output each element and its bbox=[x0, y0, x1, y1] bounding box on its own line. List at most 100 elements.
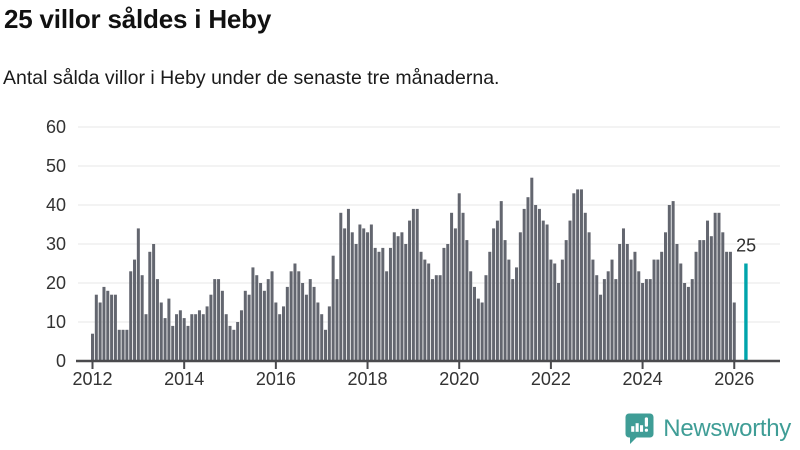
bar bbox=[133, 259, 137, 361]
bar bbox=[255, 275, 259, 361]
bar bbox=[564, 240, 568, 361]
bar bbox=[679, 263, 683, 361]
bar bbox=[576, 189, 580, 361]
bar bbox=[262, 290, 266, 361]
bar bbox=[182, 318, 186, 361]
highlight-annotation: 25 bbox=[736, 236, 756, 256]
bar bbox=[324, 329, 328, 361]
bar bbox=[453, 228, 457, 361]
bar bbox=[675, 244, 679, 361]
bar bbox=[499, 201, 503, 361]
speech-bubble-shape bbox=[625, 413, 654, 444]
bar bbox=[388, 247, 392, 361]
bar bbox=[320, 314, 324, 361]
bar bbox=[427, 263, 431, 361]
bar bbox=[316, 302, 320, 361]
bar bbox=[667, 205, 671, 361]
bar bbox=[335, 279, 339, 361]
bar bbox=[446, 244, 450, 361]
bar bbox=[568, 220, 572, 361]
bar bbox=[430, 279, 434, 361]
bar bbox=[641, 283, 645, 361]
highlight-bar bbox=[744, 263, 748, 361]
bar bbox=[251, 267, 255, 361]
bar bbox=[190, 314, 194, 361]
bar bbox=[247, 294, 251, 361]
bar bbox=[369, 224, 373, 361]
bar bbox=[266, 279, 270, 361]
bar bbox=[507, 259, 511, 361]
bar bbox=[213, 279, 217, 361]
bar bbox=[289, 271, 293, 361]
bar bbox=[442, 247, 446, 361]
bar bbox=[343, 228, 347, 361]
bar bbox=[614, 279, 618, 361]
bar bbox=[186, 325, 190, 361]
bar bbox=[148, 251, 152, 361]
bar bbox=[553, 263, 557, 361]
bar bbox=[461, 212, 465, 361]
bar bbox=[377, 251, 381, 361]
bar bbox=[522, 208, 526, 361]
bar bbox=[434, 275, 438, 361]
bar bbox=[457, 193, 461, 361]
bar bbox=[91, 333, 94, 361]
bar bbox=[113, 294, 117, 361]
bar bbox=[728, 251, 732, 361]
bar bbox=[366, 232, 370, 361]
bar bbox=[301, 283, 305, 361]
newsworthy-speech-bubble-icon bbox=[625, 413, 654, 444]
bar bbox=[205, 306, 209, 361]
bar bbox=[683, 283, 687, 361]
bar bbox=[488, 251, 492, 361]
y-tick-label-30: 30 bbox=[46, 234, 66, 254]
y-tick-label-40: 40 bbox=[46, 195, 66, 215]
bar bbox=[465, 240, 469, 361]
bar bbox=[175, 314, 179, 361]
bar bbox=[637, 271, 641, 361]
bar bbox=[503, 240, 507, 361]
logo-exclamation-dot bbox=[645, 428, 649, 432]
bar bbox=[652, 259, 656, 361]
bar bbox=[706, 220, 710, 361]
bar bbox=[98, 302, 102, 361]
newsworthy-wordmark: Newsworthy bbox=[663, 414, 791, 442]
bar bbox=[664, 232, 667, 361]
bar bbox=[171, 325, 175, 361]
bar bbox=[618, 244, 622, 361]
bar bbox=[595, 275, 599, 361]
bar bbox=[530, 177, 534, 361]
bar bbox=[362, 228, 366, 361]
bar bbox=[717, 212, 721, 361]
bar bbox=[656, 259, 660, 361]
bar bbox=[725, 251, 729, 361]
logo-bar-1 bbox=[631, 426, 635, 432]
bar bbox=[560, 259, 564, 361]
bar bbox=[621, 228, 625, 361]
bar bbox=[518, 232, 522, 361]
bar bbox=[217, 279, 221, 361]
bar bbox=[660, 251, 664, 361]
bar bbox=[591, 259, 595, 361]
bar bbox=[293, 263, 297, 361]
bar bbox=[557, 283, 561, 361]
bar bbox=[117, 329, 121, 361]
x-tick-label-2018: 2018 bbox=[348, 369, 388, 389]
bar bbox=[415, 208, 419, 361]
bar bbox=[346, 208, 350, 361]
y-tick-label-0: 0 bbox=[56, 351, 66, 371]
bar bbox=[259, 283, 263, 361]
bar bbox=[690, 279, 694, 361]
bar bbox=[408, 220, 412, 361]
bar bbox=[155, 279, 159, 361]
bar bbox=[209, 294, 213, 361]
newsworthy-logo[interactable]: Newsworthy bbox=[624, 412, 791, 445]
x-tick-label-2022: 2022 bbox=[531, 369, 571, 389]
bar bbox=[121, 329, 125, 361]
bar bbox=[572, 193, 576, 361]
bar bbox=[606, 271, 610, 361]
bar bbox=[515, 267, 519, 361]
bar bbox=[350, 232, 354, 361]
bar bbox=[492, 228, 496, 361]
